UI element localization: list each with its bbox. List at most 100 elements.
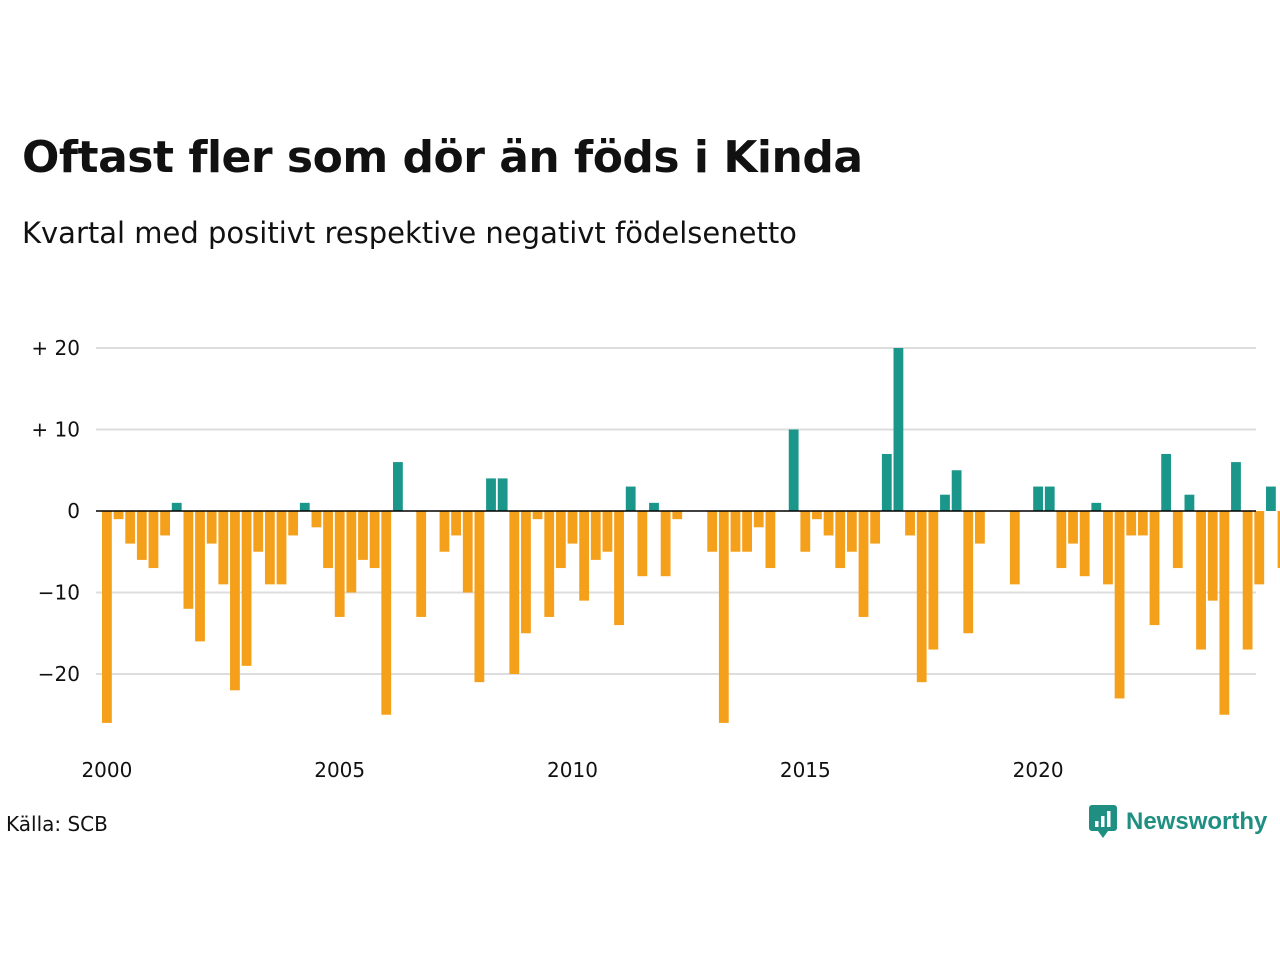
bar-negative <box>206 511 217 544</box>
bar-negative <box>416 511 427 617</box>
bar-negative <box>567 511 578 544</box>
bar-positive <box>299 502 310 511</box>
bar-negative <box>870 511 881 544</box>
bar-negative <box>462 511 473 593</box>
bar-negative <box>334 511 345 617</box>
bar-negative <box>1114 511 1125 699</box>
bar-negative <box>276 511 287 585</box>
bar-positive <box>893 348 904 511</box>
bar-negative <box>183 511 194 609</box>
bar-negative <box>230 511 240 691</box>
bar-positive <box>486 478 496 511</box>
bar-negative <box>323 511 333 569</box>
bar-negative <box>1079 511 1090 577</box>
bar-negative <box>544 511 555 617</box>
bar-negative <box>905 511 915 536</box>
bar-negative <box>1277 511 1280 569</box>
x-tick-label: 2010 <box>547 758 598 782</box>
bar-negative <box>602 511 613 552</box>
bar-negative <box>835 511 846 569</box>
bar-negative <box>672 511 683 520</box>
bar-negative <box>742 511 752 552</box>
x-tick-label: 2020 <box>1013 758 1064 782</box>
bar-negative <box>1172 511 1183 569</box>
bar-negative <box>102 511 112 723</box>
bar-negative <box>963 511 974 634</box>
bar-negative <box>381 511 392 715</box>
bar-negative <box>218 511 229 585</box>
y-tick-label: 0 <box>67 499 80 523</box>
source-note: Källa: SCB <box>6 812 108 836</box>
axes: + 20 + 10 0 −10 −20 2000 2005 2010 2015 2020 <box>31 336 1256 782</box>
bar-negative <box>1242 511 1253 650</box>
newsworthy-icon <box>1089 805 1117 838</box>
grid-lines <box>96 347 1256 675</box>
bar-negative <box>195 511 205 642</box>
bar-positive <box>788 429 799 511</box>
bar-negative <box>730 511 741 552</box>
bar-negative <box>707 511 718 552</box>
bar-negative <box>474 511 485 683</box>
bar-positive <box>1266 486 1276 511</box>
bar-negative <box>1068 511 1078 544</box>
chart-subtitle: Kvartal med positivt respektive negativt… <box>22 216 797 250</box>
bar-negative <box>160 511 170 536</box>
bar-positive <box>1091 502 1102 511</box>
bar-negative <box>1207 511 1218 601</box>
bar-negative <box>1149 511 1160 626</box>
bar-negative <box>113 511 124 520</box>
x-tick-label: 2000 <box>81 758 132 782</box>
x-tick-label: 2005 <box>314 758 365 782</box>
bar-negative <box>1126 511 1137 536</box>
bar-positive <box>1161 453 1172 511</box>
bar-negative <box>916 511 927 683</box>
bar-negative <box>660 511 671 577</box>
x-tick-label: 2015 <box>780 758 831 782</box>
bar-negative <box>718 511 729 723</box>
bars <box>102 348 1280 723</box>
bar-positive <box>951 470 962 511</box>
bar-negative <box>800 511 811 552</box>
bar-negative <box>253 511 264 552</box>
bar-negative <box>1009 511 1020 585</box>
bar-negative <box>928 511 939 650</box>
bar-positive <box>1231 462 1241 511</box>
bar-negative <box>812 511 822 520</box>
bar-negative <box>1254 511 1265 585</box>
bar-positive <box>649 502 659 511</box>
y-tick-label: + 10 <box>31 418 80 442</box>
chart-title: Oftast fler som dör än föds i Kinda <box>22 132 863 183</box>
bar-positive <box>940 494 950 511</box>
bar-negative <box>451 511 461 536</box>
bar-negative <box>579 511 590 601</box>
bar-negative <box>521 511 531 634</box>
bar-negative <box>765 511 776 569</box>
bar-negative <box>555 511 566 569</box>
bar-negative <box>614 511 624 626</box>
bar-negative <box>1103 511 1113 585</box>
bar-negative <box>288 511 299 536</box>
bar-negative <box>532 511 543 520</box>
newsworthy-logo[interactable]: Newsworthy <box>1088 804 1267 840</box>
bar-positive <box>1044 486 1055 511</box>
bar-positive <box>171 502 182 511</box>
bar-negative <box>753 511 764 528</box>
bar-negative <box>1196 511 1206 650</box>
bar-negative <box>1137 511 1148 536</box>
brand-name: Newsworthy <box>1126 808 1268 835</box>
bar-negative <box>311 511 322 528</box>
bar-negative <box>125 511 136 544</box>
bar-negative <box>1056 511 1067 569</box>
bar-positive <box>1184 494 1195 511</box>
bar-negative <box>369 511 380 569</box>
y-tick-label: + 20 <box>31 336 80 360</box>
bar-negative <box>358 511 368 560</box>
bar-negative <box>1219 511 1230 715</box>
bar-negative <box>241 511 252 666</box>
y-tick-label: −10 <box>38 581 80 605</box>
bar-negative <box>346 511 357 593</box>
bar-negative <box>637 511 648 577</box>
bar-negative <box>509 511 520 674</box>
bar-negative <box>590 511 601 560</box>
